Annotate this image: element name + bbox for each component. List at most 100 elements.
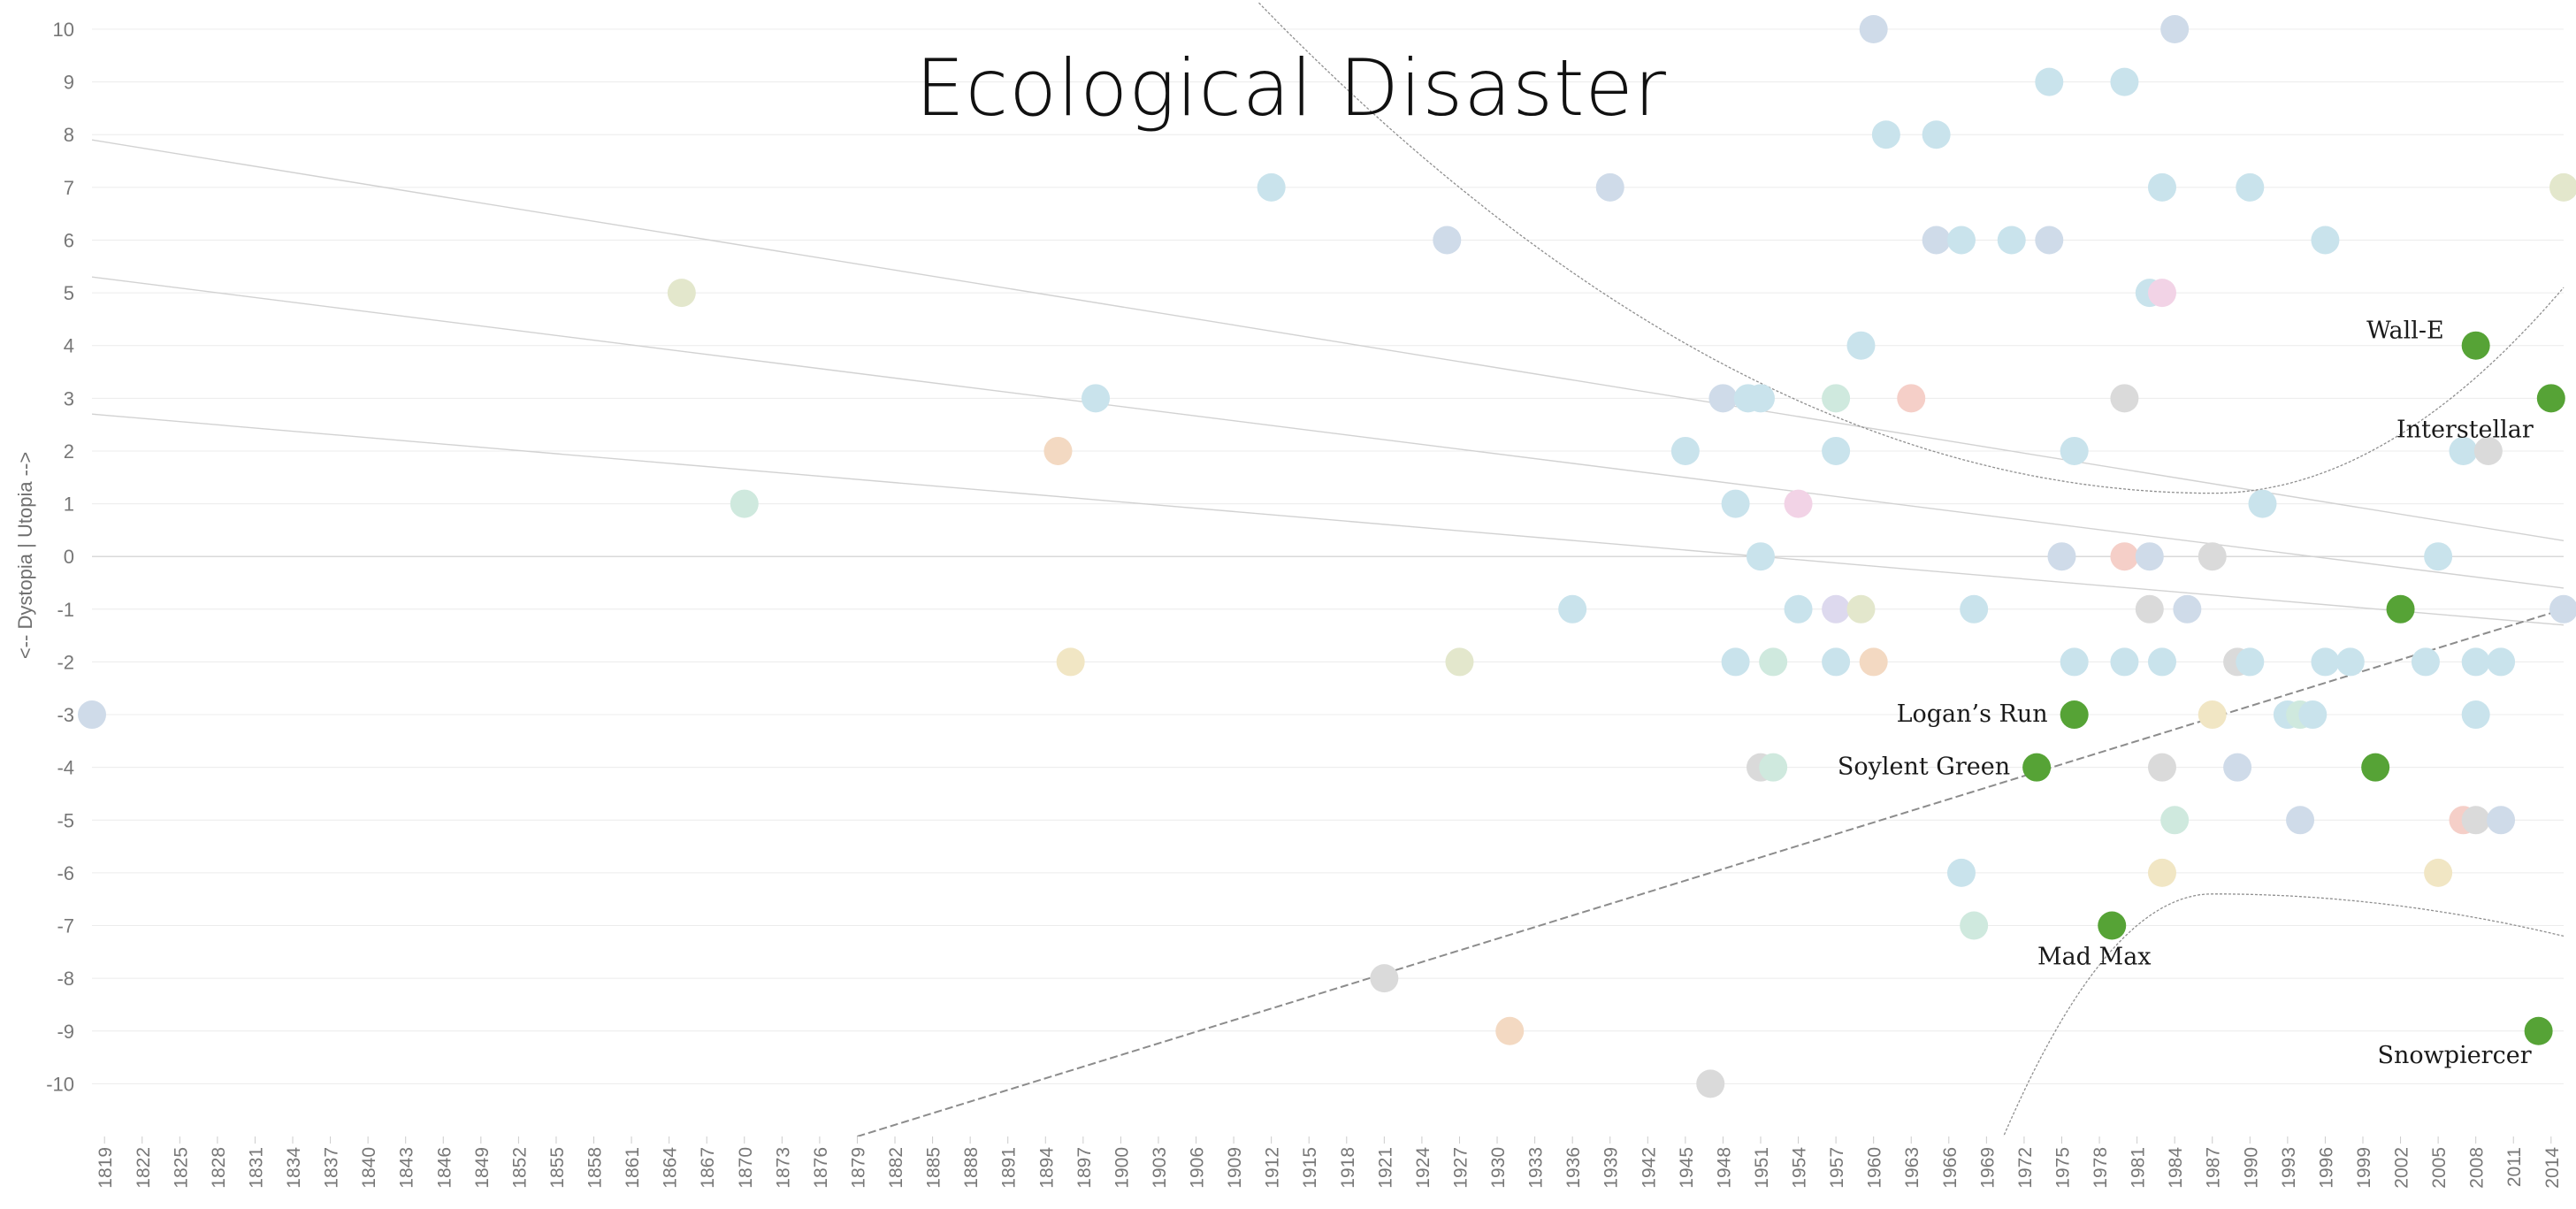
data-point bbox=[2487, 806, 2516, 835]
y-tick-label: 2 bbox=[64, 440, 74, 463]
point-annotation: Wall-E bbox=[2366, 318, 2444, 345]
data-point bbox=[1056, 647, 1085, 677]
data-point bbox=[2198, 700, 2227, 730]
data-point bbox=[2424, 858, 2453, 887]
data-point bbox=[2461, 700, 2490, 730]
data-point bbox=[2198, 542, 2227, 571]
data-point bbox=[1922, 226, 1951, 255]
data-point bbox=[1759, 753, 1788, 782]
background-points bbox=[78, 15, 2576, 1098]
data-point bbox=[78, 700, 106, 730]
data-point bbox=[1859, 647, 1888, 677]
y-tick-label: -7 bbox=[57, 915, 74, 937]
trend-lines bbox=[92, 2, 2565, 1136]
data-point bbox=[1257, 172, 1286, 202]
y-tick-label: 1 bbox=[64, 494, 74, 516]
data-point bbox=[1433, 226, 1462, 255]
data-point bbox=[2060, 647, 2089, 677]
x-tick-label: 1957 bbox=[1827, 1147, 1847, 1189]
data-point bbox=[1922, 120, 1951, 149]
x-tick-label: 1822 bbox=[134, 1147, 154, 1189]
data-point bbox=[2060, 436, 2089, 465]
data-point bbox=[2449, 436, 2478, 465]
data-point bbox=[2286, 806, 2315, 835]
data-point bbox=[2160, 806, 2190, 835]
data-point bbox=[1445, 647, 1474, 677]
data-point bbox=[1721, 489, 1750, 518]
highlighted-point bbox=[2098, 911, 2127, 940]
data-point bbox=[2236, 172, 2265, 202]
x-tick-label: 1927 bbox=[1450, 1147, 1471, 1189]
x-tick-label: 1819 bbox=[96, 1147, 116, 1189]
data-point bbox=[2147, 753, 2176, 782]
data-point bbox=[2147, 172, 2176, 202]
x-tick-label: 1900 bbox=[1112, 1147, 1132, 1189]
x-tick-label: 1831 bbox=[246, 1147, 266, 1189]
x-tick-label: 1933 bbox=[1526, 1147, 1547, 1189]
x-tick-label: 1915 bbox=[1300, 1147, 1320, 1189]
data-point bbox=[730, 489, 759, 518]
data-point bbox=[2236, 647, 2265, 677]
point-annotation: Mad Max bbox=[2037, 944, 2152, 971]
data-point bbox=[2135, 542, 2164, 571]
data-point bbox=[2549, 594, 2576, 624]
point-annotation: Interstellar bbox=[2396, 416, 2534, 443]
x-tick-label: 1945 bbox=[1677, 1147, 1697, 1189]
x-tick-label: 1981 bbox=[2129, 1147, 2149, 1189]
data-point bbox=[2335, 647, 2365, 677]
x-tick-label: 2011 bbox=[2504, 1147, 2525, 1187]
x-tick-label: 1972 bbox=[2015, 1147, 2036, 1189]
data-point bbox=[2147, 279, 2176, 308]
data-point bbox=[2424, 542, 2453, 571]
x-tick-label: 1828 bbox=[209, 1147, 229, 1189]
data-point bbox=[2311, 226, 2340, 255]
data-point bbox=[1043, 436, 1073, 465]
highlighted-point bbox=[2386, 594, 2415, 624]
y-tick-label: -10 bbox=[46, 1073, 74, 1095]
x-tick-label: 1987 bbox=[2204, 1147, 2224, 1189]
x-tick-label: 1888 bbox=[961, 1147, 982, 1189]
data-point bbox=[1846, 594, 1876, 624]
highlighted-point bbox=[2022, 753, 2052, 782]
x-tick-label: 1897 bbox=[1074, 1147, 1095, 1189]
x-tick-label: 1879 bbox=[848, 1147, 868, 1189]
x-tick-label: 1936 bbox=[1563, 1147, 1584, 1189]
y-tick-label: 7 bbox=[64, 177, 74, 199]
x-tick-label: 1855 bbox=[547, 1147, 568, 1189]
x-tick-label: 1960 bbox=[1865, 1147, 1885, 1189]
point-annotation: Snowpiercer bbox=[2378, 1042, 2532, 1069]
data-point bbox=[1846, 331, 1876, 360]
data-point bbox=[1822, 384, 1851, 413]
x-tick-label: 1918 bbox=[1338, 1147, 1358, 1189]
y-tick-label: 8 bbox=[64, 124, 74, 146]
y-tick-label: -3 bbox=[57, 704, 74, 726]
data-point bbox=[1746, 542, 1775, 571]
highlighted-point bbox=[2060, 700, 2089, 730]
data-point bbox=[2035, 226, 2064, 255]
data-point bbox=[2110, 384, 2139, 413]
gridlines bbox=[92, 28, 2564, 1084]
x-tick-label: 1882 bbox=[886, 1147, 906, 1189]
data-point bbox=[2311, 647, 2340, 677]
data-point bbox=[1370, 964, 1399, 993]
x-tick-label: 1876 bbox=[811, 1147, 831, 1189]
data-point bbox=[1759, 647, 1788, 677]
x-tick-label: 2005 bbox=[2429, 1147, 2450, 1189]
data-point bbox=[2248, 489, 2277, 518]
data-point bbox=[1946, 226, 1976, 255]
data-point bbox=[1670, 436, 1700, 465]
data-point bbox=[1784, 489, 1813, 518]
x-tick-label: 1921 bbox=[1375, 1147, 1395, 1189]
x-tick-label: 1912 bbox=[1263, 1147, 1283, 1189]
x-tick-label: 1939 bbox=[1601, 1147, 1622, 1189]
y-tick-label: 5 bbox=[64, 282, 74, 304]
y-tick-label: 10 bbox=[53, 19, 74, 41]
data-point bbox=[1696, 1069, 1725, 1098]
data-point bbox=[1960, 594, 1989, 624]
data-point bbox=[1822, 594, 1851, 624]
point-annotation: Logan’s Run bbox=[1897, 700, 2048, 728]
data-point bbox=[1822, 436, 1851, 465]
x-tick-label: 1864 bbox=[661, 1147, 681, 1189]
x-tick-label: 1963 bbox=[1902, 1147, 1922, 1189]
